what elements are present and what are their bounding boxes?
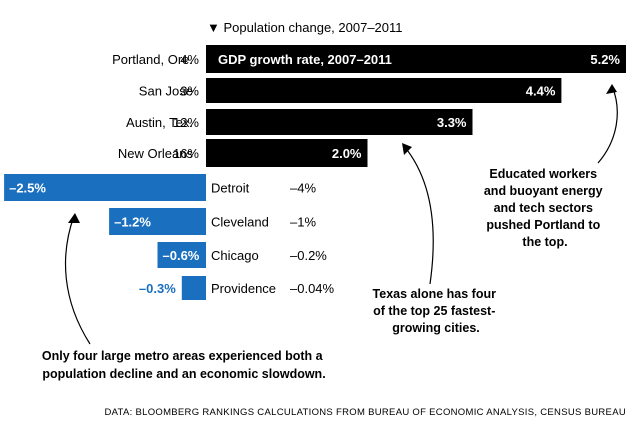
value-label-new-orleans: 2.0% xyxy=(332,146,362,161)
value-label-san-jose: 4.4% xyxy=(526,84,556,99)
bar-austin-tex xyxy=(206,109,473,135)
bars-layer xyxy=(4,45,626,300)
annotation-texas-arrowhead xyxy=(402,143,412,155)
annotation-declines-arrowhead xyxy=(68,213,80,223)
value-label-cleveland: –1.2% xyxy=(114,215,151,230)
bar-portland-ore xyxy=(206,45,626,73)
city-label-detroit: Detroit xyxy=(211,181,250,196)
value-label-portland-ore: 5.2% xyxy=(590,52,620,67)
pop-change-chicago: –0.2% xyxy=(290,248,327,263)
value-label-austin-tex: 3.3% xyxy=(437,115,467,130)
annotation-portland: Educated workers and buoyant energy and … xyxy=(484,167,606,249)
value-label-detroit: –2.5% xyxy=(9,181,46,196)
annotation-portland-arrowhead xyxy=(606,84,617,94)
bar-chicago xyxy=(157,242,206,268)
bar-detroit xyxy=(4,174,206,201)
city-label-austin-tex: Austin, Tex. xyxy=(126,115,193,130)
annotation-portland-arrow xyxy=(597,85,618,164)
population-header: ▼ Population change, 2007–2011 xyxy=(207,20,403,35)
gdp-header: GDP growth rate, 2007–2011 xyxy=(218,52,392,67)
bar-providence xyxy=(181,276,206,300)
pop-change-austin-tex: 12% xyxy=(173,115,199,130)
city-label-providence: Providence xyxy=(211,281,276,296)
city-label-new-orleans: New Orleans xyxy=(118,146,194,161)
value-label-providence: –0.3% xyxy=(139,281,176,296)
pop-change-detroit: –4% xyxy=(290,181,316,196)
value-label-chicago: –0.6% xyxy=(163,248,200,263)
annotation-declines-arrow xyxy=(64,215,91,345)
annotation-texas-arrow xyxy=(403,145,434,285)
pop-change-portland-ore: 4% xyxy=(180,52,199,67)
city-label-chicago: Chicago xyxy=(211,248,259,263)
city-label-portland-ore: Portland, Ore. xyxy=(112,52,193,67)
bar-cleveland xyxy=(109,208,206,235)
bar-san-jose xyxy=(206,78,562,103)
city-label-cleveland: Cleveland xyxy=(211,215,269,230)
bar-new-orleans xyxy=(206,139,368,167)
annotation-texas: Texas alone has four of the top 25 faste… xyxy=(373,287,500,335)
pop-change-providence: –0.04% xyxy=(290,281,335,296)
pop-change-new-orleans: 16% xyxy=(173,146,199,161)
annotation-declines: Only four large metro areas experienced … xyxy=(42,349,326,381)
pop-change-cleveland: –1% xyxy=(290,215,316,230)
city-label-san-jose: San Jose xyxy=(139,84,193,99)
pop-change-san-jose: 3% xyxy=(180,84,199,99)
source-note: DATA: BLOOMBERG RANKINGS CALCULATIONS FR… xyxy=(104,407,626,418)
